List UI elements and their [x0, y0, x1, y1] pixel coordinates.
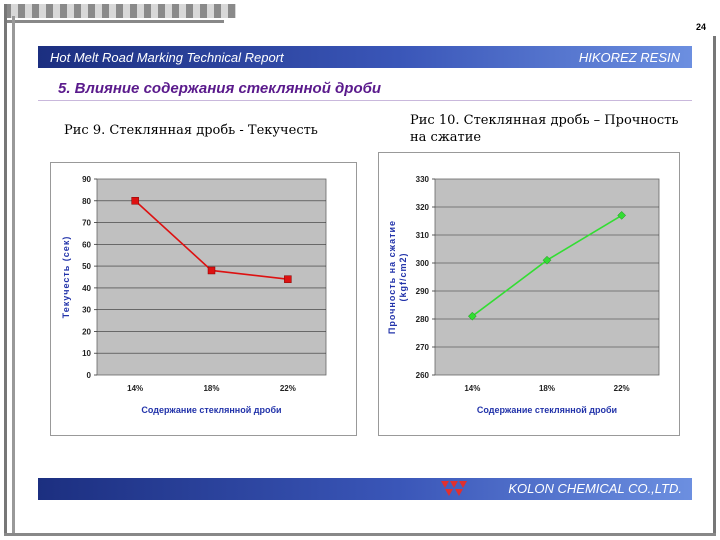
- y-tick-label: 50: [82, 262, 91, 271]
- decor-bar-top: [4, 4, 236, 18]
- figure-10-title: Рис 10. Стеклянная дробь – Прочность на …: [410, 113, 679, 145]
- report-title: Hot Melt Road Marking Technical Report: [50, 49, 284, 65]
- section-divider: [38, 100, 692, 101]
- decor-bar-right: [713, 36, 716, 536]
- x-tick-label: 18%: [539, 384, 555, 393]
- page-number: 24: [695, 22, 706, 32]
- section-title: 5. Влияние содержания стеклянной дроби: [58, 80, 382, 97]
- x-tick-label: 22%: [280, 384, 296, 393]
- data-point: [131, 197, 139, 205]
- y-tick-label: 320: [416, 203, 430, 212]
- x-axis-label: Содержание стеклянной дроби: [477, 405, 617, 415]
- y-tick-label: 80: [82, 197, 91, 206]
- y-tick-label: 310: [416, 231, 430, 240]
- figure-9-title: Рис 9. Стеклянная дробь - Текучесть: [64, 123, 318, 138]
- y-tick-label: 270: [416, 343, 430, 352]
- y-axis-label: Текучесть (сек): [61, 236, 71, 319]
- y-tick-label: 40: [82, 284, 91, 293]
- product-name: HIKOREZ RESIN: [578, 49, 680, 65]
- x-axis-label: Содержание стеклянной дроби: [141, 405, 281, 415]
- plot-area: [96, 178, 327, 376]
- y-tick-label: 90: [82, 175, 91, 184]
- decor-bar-top-thin: [4, 20, 224, 23]
- decor-bar-bottom: [4, 533, 716, 536]
- data-point: [207, 266, 216, 275]
- y-axis-label: Прочность на сжатие: [387, 220, 397, 334]
- y-tick-label: 70: [82, 219, 91, 228]
- y-tick-label: 330: [416, 175, 430, 184]
- y-tick-label: 290: [416, 287, 430, 296]
- y-tick-label: 280: [416, 315, 430, 324]
- x-tick-label: 14%: [464, 384, 480, 393]
- y-tick-label: 300: [416, 259, 430, 268]
- x-tick-label: 14%: [127, 384, 143, 393]
- footer-bar: KOLON CHEMICAL CO.,LTD.: [38, 478, 692, 500]
- chart-compressive-strength: 260 270 280 290 300 310 320 330 14% 18% 22% Содержа…: [378, 152, 680, 436]
- y-tick-label: 0: [87, 371, 92, 380]
- x-tick-label: 22%: [614, 384, 630, 393]
- data-point: [542, 255, 552, 265]
- x-tick-label: 18%: [203, 384, 219, 393]
- y-axis-label: (kgf/cm2): [398, 252, 408, 301]
- decor-bar-left: [4, 4, 7, 536]
- kolon-logo-icon: [441, 481, 467, 496]
- y-tick-label: 30: [82, 306, 91, 315]
- y-tick-label: 10: [82, 349, 91, 358]
- data-point: [617, 211, 627, 220]
- decor-bar-left-2: [12, 16, 15, 536]
- header-bar: Hot Melt Road Marking Technical Report H…: [38, 46, 692, 68]
- data-point: [284, 275, 292, 283]
- chart-flowability-svg: 0 10 20 30 40 50 60 70 80 90 14% 18% 22% Содержание с…: [61, 175, 327, 415]
- data-point: [467, 311, 477, 321]
- y-tick-label: 260: [416, 371, 430, 380]
- y-tick-label: 20: [82, 327, 91, 336]
- company-name: KOLON CHEMICAL CO.,LTD.: [508, 481, 682, 496]
- plot-area: [434, 178, 660, 376]
- chart-compressive-strength-svg: 260 270 280 290 300 310 320 330 14% 18% 22% Содержа…: [387, 175, 660, 415]
- chart-flowability: 0 10 20 30 40 50 60 70 80 90 14% 18% 22% Содержание с…: [50, 162, 357, 436]
- y-tick-label: 60: [82, 240, 91, 249]
